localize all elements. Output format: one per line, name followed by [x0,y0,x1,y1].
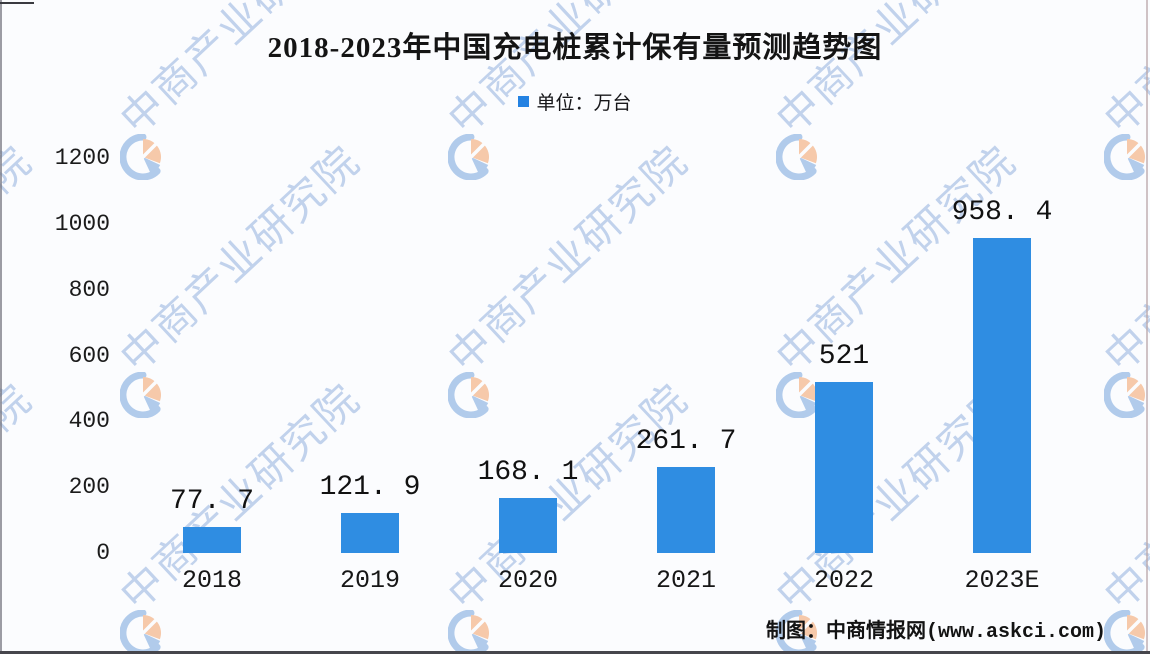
y-axis-tick-label: 1200 [54,145,110,171]
bar-value-label: 77. 7 [169,486,254,518]
y-axis-tick-label: 600 [68,342,110,369]
x-axis-tick-label: 2021 [655,566,716,595]
y-axis-tick-label: 200 [68,474,110,501]
bar-value-label: 121. 9 [319,471,421,503]
legend-marker-icon [518,96,530,107]
frame-border-right [1146,0,1148,654]
x-axis-tick-label: 2022 [813,566,874,595]
x-axis-tick-label: 2019 [339,566,400,595]
legend-unit-label: 单位：万台 [536,93,632,114]
bar [973,237,1031,553]
legend: 单位：万台 [0,88,1150,115]
bar-value-label: 958. 4 [951,196,1053,228]
bar-value-label: 168. 1 [477,456,579,488]
bar [657,466,715,553]
y-axis-tick-label: 400 [68,408,110,435]
bar [815,381,873,553]
bar [183,527,241,553]
chart-title: 2018-2023年中国充电桩累计保有量预测趋势图 [267,32,883,64]
bar-value-label: 261. 7 [635,425,737,457]
bar [499,497,557,553]
y-axis-tick-label: 800 [68,276,110,303]
y-axis-tick-label: 0 [96,540,110,566]
x-axis-tick-label: 2020 [497,566,558,595]
frame-border-left [0,0,2,654]
x-axis-tick-label: 2023E [964,566,1040,595]
x-axis-tick-label: 2018 [181,566,242,595]
frame-border-top-left [0,2,34,4]
source-credit: 制图：中商情报网(www.askci.com) [765,621,1106,644]
frame-border-bottom [0,651,1150,654]
y-axis-tick-label: 1000 [54,210,110,237]
bar-value-label: 521 [818,340,870,372]
bar [341,512,399,553]
